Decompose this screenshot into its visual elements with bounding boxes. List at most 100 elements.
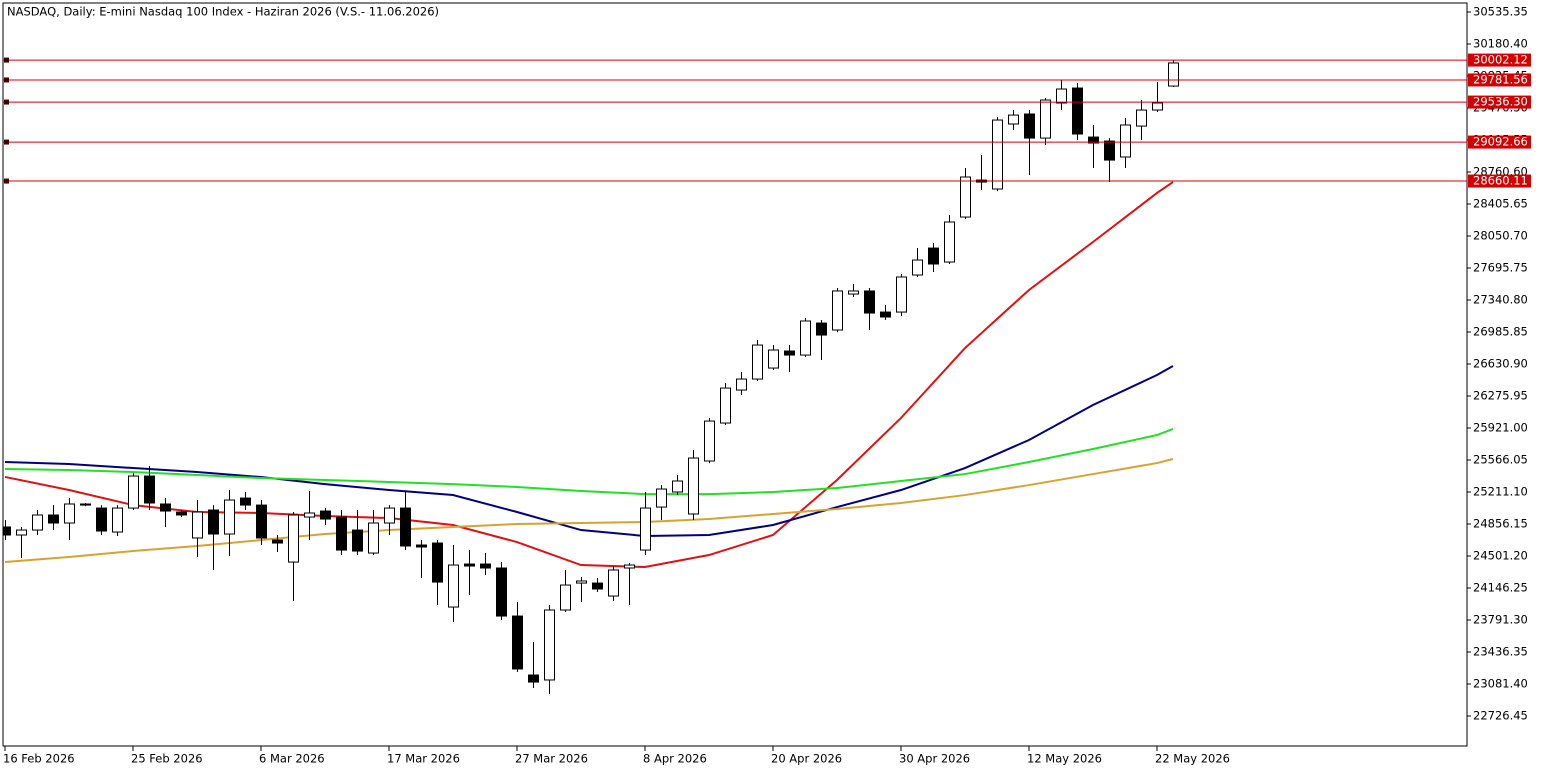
candle-body [672,480,683,493]
candle-body [480,563,491,569]
y-tick-label: 25921.00 [1473,420,1528,434]
candle-body [272,539,283,544]
plot-frame [2,2,1468,747]
candle-body [560,584,571,611]
candle-body [16,529,27,536]
candle-body [528,674,539,683]
moving-average-line [4,428,1174,496]
candle-body [336,516,347,551]
candle-body [64,503,75,524]
y-tick-label: 30180.40 [1473,37,1528,51]
candle-body [1120,124,1131,158]
candle-body [944,221,955,263]
y-tick-label: 25566.05 [1473,452,1528,466]
candle-body [1088,136,1099,144]
candle-body [48,514,59,524]
candle-body [864,290,875,314]
y-tick-label: 26630.90 [1473,356,1528,370]
candle-body [1136,109,1147,127]
candle-body [432,542,443,583]
candle-body [624,564,635,569]
candle-body [896,276,907,313]
y-tick-label: 24856.15 [1473,516,1528,530]
plot-area [3,57,1467,694]
candle-body [928,247,939,265]
level-marker [4,139,9,145]
y-tick-label: 28050.70 [1473,228,1528,242]
candle-body [496,567,507,617]
y-tick-label: 28405.65 [1473,196,1528,210]
level-label-box [1468,73,1531,87]
candle-body [160,503,171,512]
candle-body [576,580,587,584]
y-tick-label: 25211.10 [1473,484,1528,498]
candle-body [384,507,395,524]
candle-body [464,563,475,567]
level-marker [4,77,9,83]
level-label: 29092.66 [1473,135,1528,149]
candle-body [784,350,795,356]
level-marker [4,57,9,63]
candle-body [1168,62,1179,87]
candle-body [304,512,315,518]
candle-body [208,509,219,535]
candle-body [80,503,91,506]
x-tick-label: 8 Apr 2026 [643,752,707,766]
candle-body [1008,114,1019,125]
candle-body [352,529,363,552]
y-tick-label: 23081.40 [1473,676,1528,690]
candle-body [3,526,11,536]
candle-body [688,457,699,515]
x-tick-label: 17 Mar 2026 [387,752,460,766]
candle-body [800,320,811,356]
candle-body [1040,99,1051,139]
level-marker [4,178,9,184]
level-label: 28660.11 [1473,174,1528,188]
candle-body [816,322,827,336]
y-tick-label: 24501.20 [1473,548,1528,562]
candle-body [960,176,971,218]
y-tick-label: 26985.85 [1473,324,1528,338]
y-tick-label: 26275.95 [1473,388,1528,402]
candle-body [1152,102,1163,111]
level-label: 29536.30 [1473,95,1528,109]
moving-average-line [4,181,1174,569]
candle-body [96,507,107,532]
candle-body [832,290,843,331]
level-label-box [1468,135,1531,149]
level-label: 30002.12 [1473,53,1528,67]
candle-body [176,511,187,516]
candle-body [656,488,667,508]
candle-body [112,507,123,533]
candle-body [736,378,747,391]
candle-body [400,507,411,547]
x-tick-label: 20 Apr 2026 [771,752,842,766]
x-tick-label: 25 Feb 2026 [131,752,203,766]
x-tick-label: 22 May 2026 [1155,752,1230,766]
y-tick-label: 23791.30 [1473,612,1528,626]
level-label: 29781.56 [1473,72,1528,86]
x-tick-label: 6 Mar 2026 [259,752,325,766]
x-tick-label: 30 Apr 2026 [899,752,970,766]
x-tick-label: 16 Feb 2026 [3,752,75,766]
candle-body [240,497,251,506]
candle-body [32,514,43,531]
candle-body [512,615,523,670]
y-tick-label: 27340.80 [1473,292,1528,306]
y-tick-label: 27695.75 [1473,260,1528,274]
candle-body [224,499,235,535]
level-label-box [1468,95,1531,109]
candle-body [752,344,763,380]
candle-body [256,504,267,539]
moving-average-line [4,365,1174,537]
candle-body [720,387,731,424]
candle-body [608,569,619,597]
candle-body [320,510,331,520]
candle-body [1024,113,1035,139]
candle-body [592,582,603,590]
candle-body [848,290,859,295]
y-tick-label: 30535.35 [1473,5,1528,19]
candle-body [704,420,715,462]
